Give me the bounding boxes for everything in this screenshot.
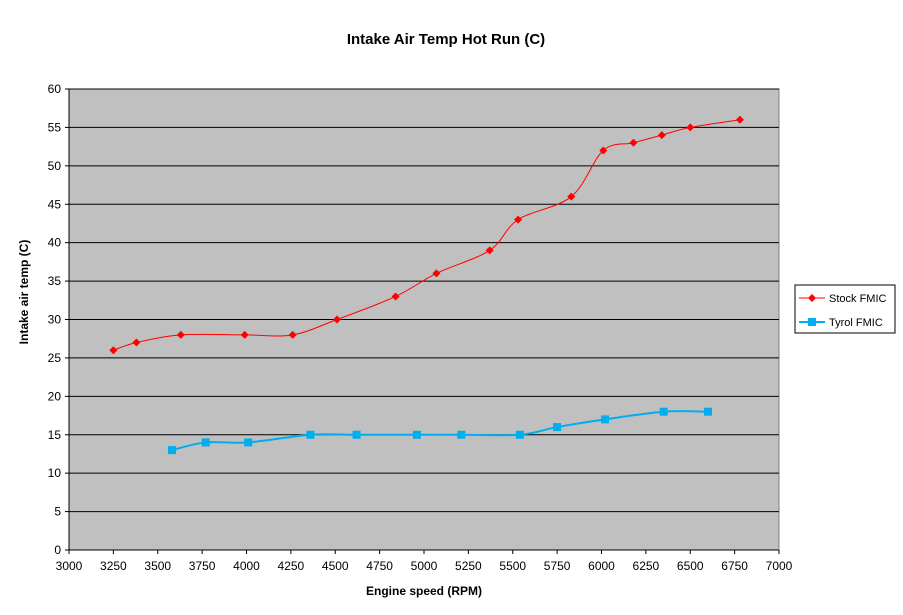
x-tick-label: 3500 xyxy=(144,559,171,573)
chart-title: Intake Air Temp Hot Run (C) xyxy=(347,31,545,48)
legend-marker xyxy=(808,294,816,302)
x-tick-label: 3750 xyxy=(189,559,216,573)
data-point-tyrol-fmic xyxy=(306,430,315,439)
data-point-stock-fmic xyxy=(599,146,608,155)
legend: Stock FMIC Tyrol FMIC xyxy=(794,284,896,334)
data-point-tyrol-fmic xyxy=(201,438,210,447)
y-tick-label: 60 xyxy=(48,82,62,96)
gridlines xyxy=(69,88,779,513)
x-tick-label: 4000 xyxy=(233,559,260,573)
x-tick-label: 7000 xyxy=(766,559,793,573)
y-tick-label: 55 xyxy=(48,120,62,134)
series-line-tyrol-fmic xyxy=(171,410,709,452)
legend-label: Tyrol FMIC xyxy=(829,317,883,329)
legend-label: Stock FMIC xyxy=(829,293,887,305)
y-tick-label: 30 xyxy=(48,313,62,327)
y-tick-label: 10 xyxy=(48,466,62,480)
x-tick-label: 4250 xyxy=(278,559,305,573)
data-point-stock-fmic xyxy=(657,131,666,140)
data-point-tyrol-fmic xyxy=(457,430,466,439)
series-group xyxy=(109,115,744,455)
data-point-stock-fmic xyxy=(567,192,576,201)
x-tick-label: 3250 xyxy=(100,559,127,573)
data-point-stock-fmic xyxy=(686,123,695,132)
x-tick-label: 5750 xyxy=(544,559,571,573)
x-tick-label: 3000 xyxy=(56,559,83,573)
data-point-stock-fmic xyxy=(333,315,342,324)
y-axis-title: Intake air temp (C) xyxy=(17,240,31,345)
y-tick-label: 15 xyxy=(48,428,62,442)
data-point-tyrol-fmic xyxy=(659,407,668,416)
x-tick-label: 4500 xyxy=(322,559,349,573)
data-point-stock-fmic xyxy=(735,115,744,124)
data-point-tyrol-fmic xyxy=(412,430,421,439)
series-stock-fmic xyxy=(109,115,744,355)
data-point-tyrol-fmic xyxy=(553,423,562,432)
data-point-stock-fmic xyxy=(485,246,494,255)
y-tick-label: 35 xyxy=(48,274,62,288)
series-line-stock-fmic xyxy=(113,119,741,351)
data-point-tyrol-fmic xyxy=(704,407,712,416)
x-tick-label: 6750 xyxy=(721,559,748,573)
data-point-stock-fmic xyxy=(176,330,185,339)
axes xyxy=(65,88,780,554)
data-point-stock-fmic xyxy=(288,330,297,339)
data-point-stock-fmic xyxy=(391,292,400,301)
y-tick-label: 0 xyxy=(54,543,61,557)
data-point-stock-fmic xyxy=(109,346,118,355)
legend-item-tyrol-fmic: Tyrol FMIC xyxy=(799,317,883,329)
y-tick-label: 25 xyxy=(48,351,62,365)
x-tick-label: 4750 xyxy=(366,559,393,573)
data-point-stock-fmic xyxy=(629,138,638,147)
x-tick-labels: 3000 3250 3500 3750 4000 4250 4500 4750 5000 5250… xyxy=(56,559,793,573)
x-tick-label: 6000 xyxy=(588,559,615,573)
y-tick-label: 5 xyxy=(54,505,61,519)
y-tick-label: 45 xyxy=(48,197,62,211)
data-point-stock-fmic xyxy=(240,330,249,339)
y-tick-label: 50 xyxy=(48,159,62,173)
y-tick-labels: 0 5 10 15 20 25 30 35 40 45 50 55 60 xyxy=(48,82,62,557)
x-tick-label: 5250 xyxy=(455,559,482,573)
x-tick-label: 5000 xyxy=(411,559,438,573)
data-point-tyrol-fmic xyxy=(515,430,524,439)
y-tick-label: 40 xyxy=(48,236,62,250)
x-tick-label: 6250 xyxy=(633,559,660,573)
series-tyrol-fmic xyxy=(167,407,712,455)
x-axis-title: Engine speed (RPM) xyxy=(366,584,482,598)
x-tick-label: 6500 xyxy=(677,559,704,573)
x-tick-label: 5500 xyxy=(499,559,526,573)
legend-item-stock-fmic: Stock FMIC xyxy=(799,293,887,305)
data-point-stock-fmic xyxy=(432,269,441,278)
y-tick-label: 20 xyxy=(48,389,62,403)
data-point-stock-fmic xyxy=(132,338,141,347)
legend-marker xyxy=(808,318,816,326)
data-point-stock-fmic xyxy=(514,215,523,224)
data-point-tyrol-fmic xyxy=(167,446,176,455)
data-point-tyrol-fmic xyxy=(244,438,253,447)
data-point-tyrol-fmic xyxy=(601,415,610,424)
data-point-tyrol-fmic xyxy=(352,430,361,439)
